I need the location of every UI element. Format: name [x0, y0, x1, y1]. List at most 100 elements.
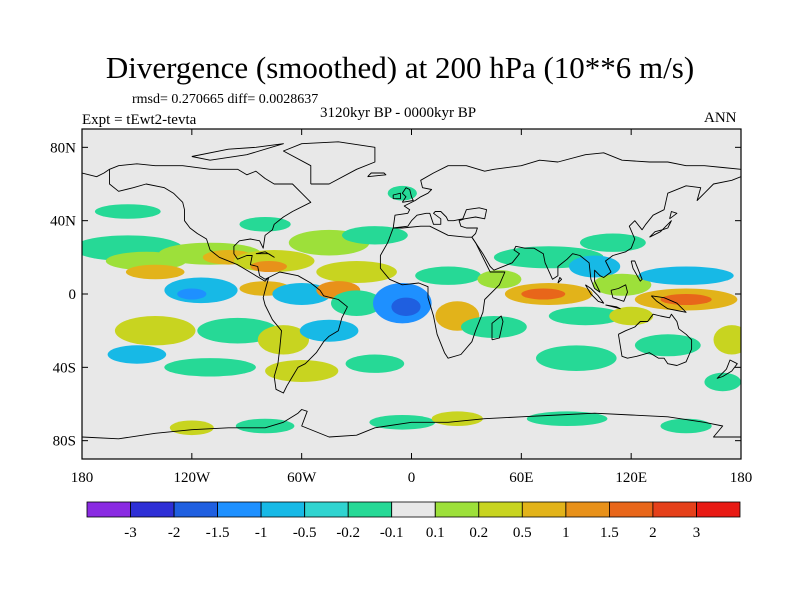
- coastline: [191, 143, 284, 161]
- field-patch: [634, 334, 701, 357]
- colorbar-label: -1.5: [206, 525, 230, 541]
- field-patch: [250, 261, 287, 272]
- field-patch: [331, 290, 383, 317]
- coastline: [610, 284, 628, 302]
- y-tick-label: 80N: [50, 140, 76, 156]
- coastline: [649, 220, 672, 238]
- coastline: [82, 168, 110, 178]
- colorbar-swatch: [521, 501, 567, 518]
- field-patch: [169, 420, 214, 436]
- colorbar-label: -0.5: [293, 525, 317, 541]
- colorbar-label: 2: [649, 525, 657, 541]
- colorbar-label: -2: [168, 525, 181, 541]
- colorbar-swatch: [347, 501, 393, 518]
- coastline: [617, 313, 693, 366]
- colorbar-swatch: [217, 501, 262, 518]
- field-patch: [272, 283, 332, 305]
- field-patch: [548, 306, 623, 326]
- colorbar-swatch: [86, 501, 131, 518]
- field-patch: [477, 270, 522, 289]
- chart-title: Divergence (smoothed) at 200 hPa (10**6 …: [105, 50, 695, 85]
- colorbar-swatch: [304, 501, 349, 518]
- field-patch: [580, 233, 646, 252]
- field-patch: [164, 358, 256, 377]
- colorbar-swatch: [609, 501, 654, 518]
- colorbar-swatch: [434, 501, 480, 518]
- coastline: [379, 225, 506, 359]
- field-patch: [461, 316, 527, 338]
- field-patch: [592, 273, 652, 296]
- field-patch: [125, 264, 185, 280]
- coastline: [669, 211, 678, 220]
- field-patch: [431, 411, 483, 427]
- coastline: [262, 271, 348, 394]
- coastline: [650, 295, 687, 313]
- field-patch: [114, 316, 196, 346]
- field-patch: [415, 266, 481, 285]
- x-tick-label: 0: [408, 470, 416, 486]
- colorbar-label: 0.2: [469, 525, 488, 541]
- divergence-field: [82, 185, 741, 436]
- field-patch: [345, 354, 405, 373]
- colorbar-label: 1.5: [600, 525, 619, 541]
- x-tick-label: 60E: [509, 470, 533, 486]
- colorbar-swatch: [173, 501, 219, 518]
- coastline: [392, 152, 741, 229]
- period-label: 3120kyr BP - 0000kyr BP: [320, 105, 477, 121]
- colorbar-swatch: [260, 501, 306, 518]
- coastline: [630, 260, 643, 282]
- colorbar-swatch: [696, 501, 741, 518]
- field-patch: [391, 297, 421, 316]
- field-patch: [316, 261, 397, 283]
- field-patch: [526, 411, 608, 427]
- y-tick-label: 40N: [50, 214, 76, 230]
- colorbar-label: -1: [255, 525, 268, 541]
- season-label: ANN: [704, 110, 737, 126]
- field-patch: [235, 418, 295, 434]
- colorbar-label: 3: [693, 525, 701, 541]
- x-tick-label: 120E: [615, 470, 647, 486]
- coastline: [392, 192, 401, 200]
- colorbar-label: 1: [562, 525, 570, 541]
- colorbar-swatch: [478, 501, 523, 518]
- coastline: [605, 304, 621, 310]
- colorbar-swatch: [652, 501, 697, 518]
- coastline: [82, 409, 741, 440]
- colorbar-swatch: [130, 501, 175, 518]
- field-patch: [704, 372, 741, 392]
- coastline: [491, 315, 504, 341]
- colorbar-label: -3: [124, 525, 137, 541]
- field-patch: [660, 418, 712, 434]
- colorbar-label: -0.1: [380, 525, 404, 541]
- colorbar-swatch: [391, 501, 436, 518]
- field-patch: [569, 255, 621, 278]
- coastline: [585, 284, 605, 304]
- field-patch: [257, 325, 309, 355]
- field-patch: [265, 360, 339, 382]
- rmsd-diff-label: rmsd= 0.270665 diff= 0.0028637: [132, 92, 319, 107]
- coastline: [557, 277, 563, 284]
- coastline: [716, 359, 738, 379]
- experiment-label: Expt = tEwt2-tevta: [82, 112, 197, 128]
- x-tick-label: 180: [71, 470, 94, 486]
- field-patch: [536, 345, 617, 372]
- x-tick-label: 120W: [173, 470, 211, 486]
- x-tick-label: 60W: [287, 470, 317, 486]
- coastline: [282, 141, 376, 185]
- coastline: [401, 187, 414, 203]
- y-tick-label: 0: [69, 287, 77, 303]
- coastline: [393, 176, 741, 293]
- field-patch: [177, 288, 207, 300]
- field-patch: [638, 266, 734, 285]
- colorbar: -3 -2 -1.5 -1 -0.5 -0.2 -0.1 0.1 0.2 0.5 1 1.5 2 3: [86, 501, 741, 541]
- field-patch: [609, 306, 654, 326]
- x-tick-label: 180: [730, 470, 753, 486]
- y-tick-label: 80S: [53, 434, 76, 450]
- field-patch: [342, 226, 408, 245]
- y-tick-label: 40S: [53, 360, 76, 376]
- colorbar-label: 0.1: [426, 525, 445, 541]
- field-patch: [299, 319, 359, 342]
- colorbar-label: -0.2: [336, 525, 360, 541]
- coastline: [255, 251, 275, 258]
